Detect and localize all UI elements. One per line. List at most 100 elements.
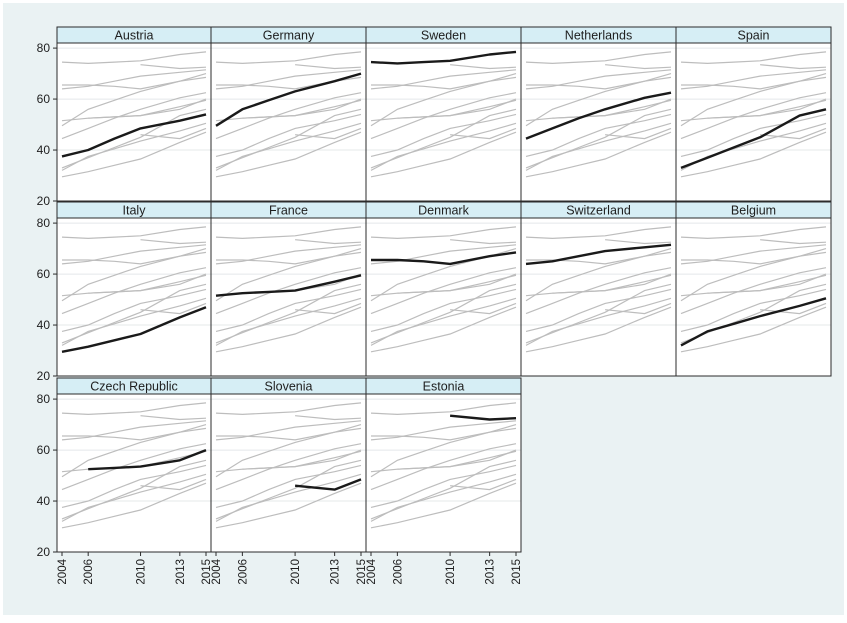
background-line-estonia — [450, 239, 517, 245]
background-line-italy — [680, 306, 827, 353]
panel-title: Slovenia — [265, 380, 313, 394]
background-line-belgium — [61, 473, 207, 522]
background-line-netherlands — [680, 92, 827, 140]
background-line-denmark — [526, 76, 672, 90]
background-line-sweden — [215, 226, 362, 240]
background-line-switzerland — [680, 244, 827, 265]
panel-strip — [675, 201, 832, 219]
background-line-netherlands — [370, 443, 517, 491]
panel-france: France — [210, 201, 367, 377]
background-line-sweden — [680, 226, 827, 240]
background-line-czech-republic — [707, 98, 827, 119]
background-line-czech-republic — [397, 98, 517, 119]
background-line-netherlands — [370, 267, 517, 315]
y-tick-label-80: 80 — [37, 216, 51, 230]
y-tick-label-20: 20 — [37, 369, 51, 383]
background-line-denmark — [371, 427, 517, 441]
plot-area — [366, 218, 521, 376]
background-line-austria — [370, 288, 517, 332]
background-line-sweden — [61, 51, 207, 65]
panel-sweden: Sweden — [365, 26, 522, 202]
background-line-slovenia — [295, 127, 362, 140]
background-line-germany — [370, 73, 517, 127]
background-line-italy — [525, 131, 672, 178]
x-tick-label-2015: 2015 — [511, 559, 523, 585]
highlight-line-switzerland — [525, 243, 672, 266]
x-tick-label-2004: 2004 — [366, 558, 378, 584]
highlight-line-germany — [215, 72, 362, 127]
background-line-czech-republic — [397, 449, 517, 470]
panel-strip — [675, 26, 832, 44]
background-line-italy — [680, 131, 827, 178]
background-line-belgium — [370, 473, 517, 522]
background-line-switzerland — [370, 420, 517, 441]
background-line-austria — [61, 288, 207, 332]
highlight-line-italy — [61, 306, 207, 353]
x-tick-label-2013: 2013 — [485, 559, 497, 585]
background-line-estonia — [140, 239, 207, 245]
background-line-slovenia — [605, 302, 672, 315]
background-line-denmark — [526, 251, 672, 265]
background-line-denmark — [62, 76, 207, 90]
background-line-estonia — [605, 64, 672, 70]
highlight-line-netherlands — [525, 91, 672, 140]
background-line-italy — [525, 306, 672, 353]
background-line-sweden — [215, 402, 362, 416]
panel-title: Sweden — [421, 29, 466, 43]
panel-title: Austria — [115, 29, 154, 43]
background-line-italy — [370, 306, 517, 353]
highlight-line-france — [215, 274, 362, 297]
background-line-estonia — [295, 415, 362, 421]
background-line-slovenia — [760, 302, 827, 315]
x-tick-label-2004: 2004 — [57, 558, 69, 584]
panel-title: France — [269, 204, 308, 218]
background-line-estonia — [295, 64, 362, 70]
y-tick-label-40: 40 — [37, 494, 51, 508]
background-line-czech-republic — [88, 273, 207, 294]
background-line-netherlands — [215, 92, 362, 140]
panel-belgium: Belgium — [675, 201, 832, 377]
x-tick-label-2010: 2010 — [290, 559, 302, 585]
highlight-line-estonia — [449, 414, 517, 421]
y-tick-label-60: 60 — [37, 267, 51, 281]
background-line-switzerland — [215, 244, 362, 265]
plot-area — [57, 43, 211, 201]
background-line-germany — [215, 424, 362, 478]
background-line-estonia — [140, 64, 207, 70]
plot-area — [211, 394, 366, 552]
background-line-switzerland — [680, 69, 827, 90]
background-line-austria — [370, 113, 517, 157]
background-line-denmark — [62, 427, 207, 441]
background-line-switzerland — [61, 244, 207, 265]
background-line-denmark — [216, 427, 362, 441]
background-line-sweden — [370, 226, 517, 240]
background-line-estonia — [140, 415, 207, 421]
background-line-czech-republic — [242, 449, 362, 470]
background-line-denmark — [681, 76, 827, 90]
x-tick-label-2013: 2013 — [330, 559, 342, 585]
background-line-austria — [215, 288, 362, 332]
x-tick-label-2010: 2010 — [136, 559, 148, 585]
background-line-austria — [370, 464, 517, 508]
background-line-belgium — [370, 297, 517, 346]
y-tick-label-40: 40 — [37, 143, 51, 157]
highlight-line-belgium — [680, 297, 827, 347]
background-line-sweden — [370, 402, 517, 416]
y-tick-label-60: 60 — [37, 92, 51, 106]
background-line-austria — [215, 464, 362, 508]
panel-estonia: Estonia 2004 2006 2010 2013 2015 — [365, 377, 523, 585]
panel-title: Switzerland — [566, 204, 631, 218]
background-line-slovenia — [295, 302, 362, 315]
background-line-germany — [680, 248, 827, 302]
background-line-germany — [61, 73, 207, 127]
background-line-denmark — [216, 251, 362, 265]
background-line-austria — [215, 113, 362, 157]
background-line-germany — [61, 424, 207, 478]
highlight-line-sweden — [370, 50, 517, 65]
highlight-line-czech-republic — [88, 448, 207, 471]
background-line-estonia — [605, 239, 672, 245]
background-line-czech-republic — [397, 273, 517, 294]
background-line-estonia — [760, 239, 827, 245]
plot-area — [57, 394, 211, 552]
